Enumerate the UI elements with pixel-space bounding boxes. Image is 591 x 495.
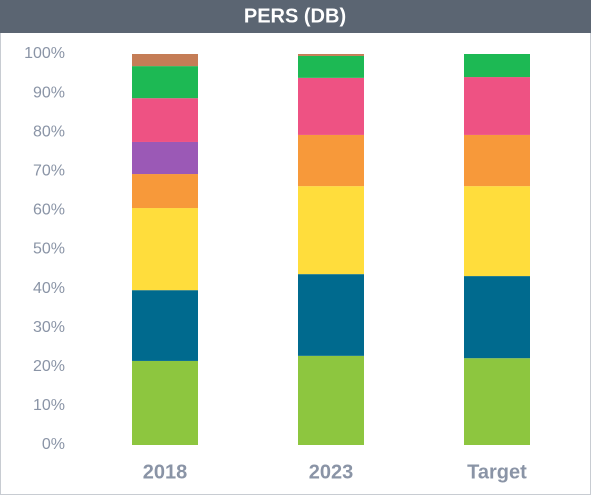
bar-segment (132, 54, 198, 67)
bar-segment (132, 174, 198, 209)
bar-segment (298, 77, 364, 135)
bar-segment (298, 134, 364, 187)
bar-segment (464, 358, 530, 445)
bar-segment (298, 355, 364, 445)
bar-segment (298, 55, 364, 78)
bar-segment (132, 290, 198, 361)
y-tick-label: 0% (42, 436, 65, 453)
y-tick-label: 80% (33, 123, 65, 140)
y-tick-label: 10% (33, 397, 65, 414)
bar-segment (298, 54, 364, 56)
bar-segment (464, 134, 530, 187)
bar-segment (464, 276, 530, 359)
bar-segment (132, 66, 198, 99)
x-tick-label: Target (467, 461, 527, 483)
title-bar (0, 0, 591, 33)
y-tick-label: 50% (33, 241, 65, 258)
y-tick-label: 70% (33, 163, 65, 180)
y-tick-label: 90% (33, 84, 65, 101)
chart-title: PERS (DB) (244, 5, 346, 27)
y-tick-label: 20% (33, 358, 65, 375)
bar-segment (132, 360, 198, 445)
bar-segment (464, 77, 530, 135)
x-tick-label: 2018 (143, 461, 188, 483)
y-tick-label: 30% (33, 319, 65, 336)
bar-segment (464, 186, 530, 277)
y-tick-label: 40% (33, 280, 65, 297)
bar-segment (132, 208, 198, 291)
x-tick-label: 2023 (309, 461, 354, 483)
y-tick-label: 60% (33, 202, 65, 219)
bar-segment (132, 98, 198, 142)
bar-segment (298, 274, 364, 356)
bar-segment (132, 141, 198, 175)
y-tick-label: 100% (24, 45, 65, 62)
bar-segment (298, 186, 364, 275)
bar-segment (464, 54, 530, 78)
